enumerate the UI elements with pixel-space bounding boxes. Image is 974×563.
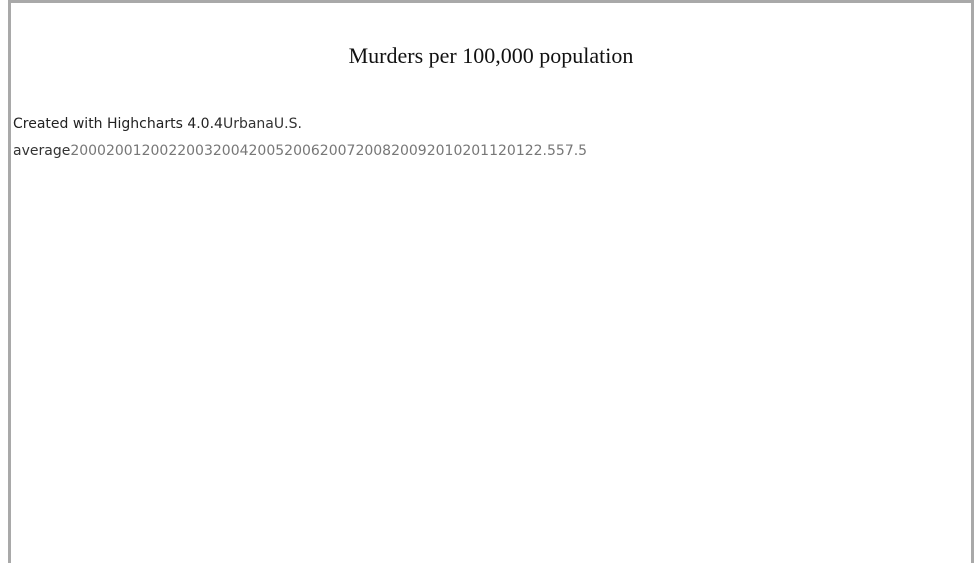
legend-item: Urbana bbox=[222, 116, 274, 132]
x-tick-label: 2003 bbox=[177, 143, 213, 159]
x-tick-label: 2002 bbox=[141, 143, 178, 159]
y-tick-label: 5 bbox=[555, 143, 565, 159]
x-tick-label: 2012 bbox=[498, 143, 534, 159]
x-tick-label: 2009 bbox=[391, 143, 427, 159]
unrendered-chart-text: Created with Highcharts 4.0.4UrbanaU.S. … bbox=[13, 111, 587, 165]
x-tick-label: 2011 bbox=[462, 143, 498, 159]
y-tick-label: 2.5 bbox=[533, 143, 556, 159]
chart-title: Murders per 100,000 population bbox=[348, 43, 634, 68]
x-tick-label: 2008 bbox=[355, 143, 392, 159]
x-tick-label: 2004 bbox=[212, 143, 249, 159]
y-tick-label: 7.5 bbox=[564, 143, 588, 159]
x-tick-label: 2006 bbox=[284, 143, 320, 159]
x-tick-label: 2001 bbox=[105, 143, 142, 159]
x-tick-label: 2007 bbox=[319, 143, 356, 159]
legend-item: U.S. average bbox=[13, 116, 302, 159]
x-tick-label: 2010 bbox=[426, 143, 463, 159]
credits: Created with Highcharts 4.0.4 bbox=[13, 116, 223, 132]
x-tick-label: 2005 bbox=[248, 143, 285, 159]
x-tick-label: 2000 bbox=[70, 143, 106, 159]
chart-frame: Murders per 100,000 population Created w… bbox=[8, 0, 974, 563]
